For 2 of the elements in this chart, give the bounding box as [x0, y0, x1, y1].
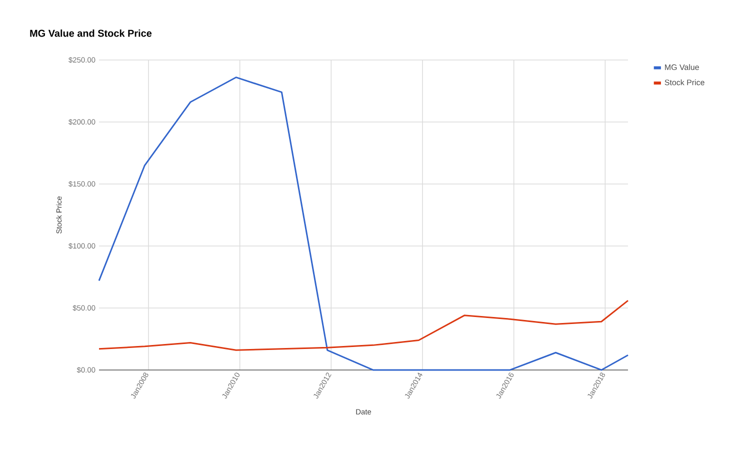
chart-title: MG Value and Stock Price [30, 30, 152, 37]
line-series [98, 300, 629, 351]
